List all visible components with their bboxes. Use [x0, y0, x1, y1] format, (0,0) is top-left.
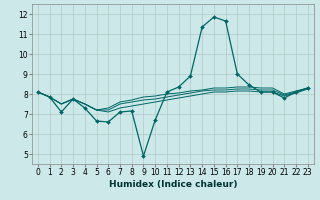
X-axis label: Humidex (Indice chaleur): Humidex (Indice chaleur) [108, 180, 237, 189]
